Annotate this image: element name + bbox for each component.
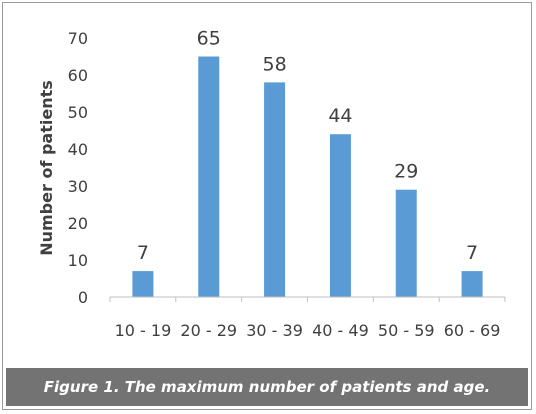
data-label: 58 (262, 53, 286, 75)
bar-60-69 (461, 271, 483, 297)
y-tick-label: 0 (78, 288, 88, 307)
y-tick-label: 20 (68, 214, 88, 233)
bars (132, 56, 483, 298)
y-axis-ticks: 0 10 20 30 40 50 60 70 (68, 29, 88, 307)
y-tick-label: 30 (68, 177, 88, 196)
bar-10-19 (132, 271, 154, 297)
y-tick-label: 40 (68, 140, 88, 159)
bar-30-39 (264, 82, 286, 298)
data-label: 7 (466, 242, 478, 264)
y-tick-label: 70 (68, 29, 88, 48)
data-label: 7 (137, 242, 149, 264)
y-tick-label: 50 (68, 103, 88, 122)
x-axis: 10 - 19 20 - 29 30 - 39 40 - 49 50 - 59 60 - … (109, 296, 506, 340)
y-tick-label: 10 (68, 251, 88, 270)
x-tick-label: 40 - 49 (312, 321, 369, 340)
x-tick-label: 50 - 59 (378, 321, 435, 340)
x-tick-label: 10 - 19 (115, 321, 172, 340)
x-tick-label: 20 - 29 (180, 321, 237, 340)
y-tick-label: 60 (68, 66, 88, 85)
data-labels: 7 65 58 44 29 7 (137, 28, 478, 265)
data-label: 65 (197, 28, 221, 50)
bar-50-59 (395, 189, 417, 297)
figure-caption: Figure 1. The maximum number of patients… (6, 368, 528, 406)
x-tick-label: 60 - 69 (444, 321, 501, 340)
bar-20-29 (198, 56, 220, 297)
data-label: 29 (394, 161, 418, 183)
y-axis-title: Number of patients (37, 80, 56, 256)
bar-chart: 0 10 20 30 40 50 60 70 7 65 58 44 29 7 10 - 19 20 - 2… (37, 28, 506, 340)
x-tick-label: 30 - 39 (246, 321, 303, 340)
bar-40-49 (329, 134, 351, 297)
data-label: 44 (328, 105, 352, 127)
